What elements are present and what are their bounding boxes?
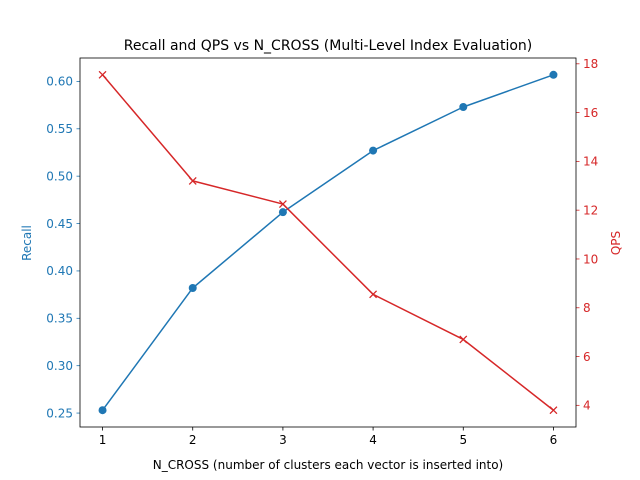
left-y-tick-label: 0.55 <box>46 122 73 136</box>
x-tick-label: 6 <box>550 433 558 447</box>
data-point-qps <box>98 70 107 79</box>
data-point-qps <box>369 290 378 299</box>
data-point-qps <box>549 406 558 415</box>
left-y-tick-label: 0.45 <box>46 217 73 231</box>
data-point-recall <box>188 283 197 292</box>
data-point-qps <box>459 335 468 344</box>
right-y-tick-label: 18 <box>583 57 598 71</box>
left-y-tick-label: 0.25 <box>46 406 73 420</box>
left-y-tick-label: 0.60 <box>46 75 73 89</box>
right-y-tick-label: 6 <box>583 350 591 364</box>
left-y-axis-label: Recall <box>20 225 34 261</box>
x-tick-label: 1 <box>99 433 107 447</box>
plot-frame <box>79 57 577 428</box>
data-point-recall <box>98 406 107 415</box>
series-recall <box>98 70 558 415</box>
data-point-qps <box>188 176 197 185</box>
right-y-tick-label: 14 <box>583 155 598 169</box>
right-y-tick-label: 12 <box>583 203 598 217</box>
right-y-tick-label: 4 <box>583 399 591 413</box>
x-tick-label: 5 <box>459 433 467 447</box>
data-point-recall <box>278 208 287 217</box>
right-y-tick-label: 8 <box>583 301 591 315</box>
left-y-tick-label: 0.35 <box>46 312 73 326</box>
x-tick-label: 4 <box>369 433 377 447</box>
series-line-recall <box>101 74 554 411</box>
left-y-tick-label: 0.50 <box>46 169 73 183</box>
x-axis-label: N_CROSS (number of clusters each vector … <box>153 458 504 472</box>
data-point-qps <box>278 200 287 209</box>
data-point-recall <box>549 70 558 79</box>
series-line-qps <box>101 74 554 411</box>
data-point-recall <box>369 146 378 155</box>
x-tick-label: 2 <box>189 433 197 447</box>
series-qps <box>98 70 558 415</box>
data-point-recall <box>459 102 468 111</box>
right-y-tick-label: 10 <box>583 252 598 266</box>
x-tick-label: 3 <box>279 433 287 447</box>
chart-title: Recall and QPS vs N_CROSS (Multi-Level I… <box>124 38 533 54</box>
left-y-tick-label: 0.40 <box>46 264 73 278</box>
right-y-tick-label: 16 <box>583 106 598 120</box>
plot-area: 1 2 3 4 5 60.250.300.350.400.450.500.550.6046… <box>46 57 598 447</box>
right-y-axis-label: QPS <box>609 231 623 255</box>
left-y-tick-label: 0.30 <box>46 359 73 373</box>
